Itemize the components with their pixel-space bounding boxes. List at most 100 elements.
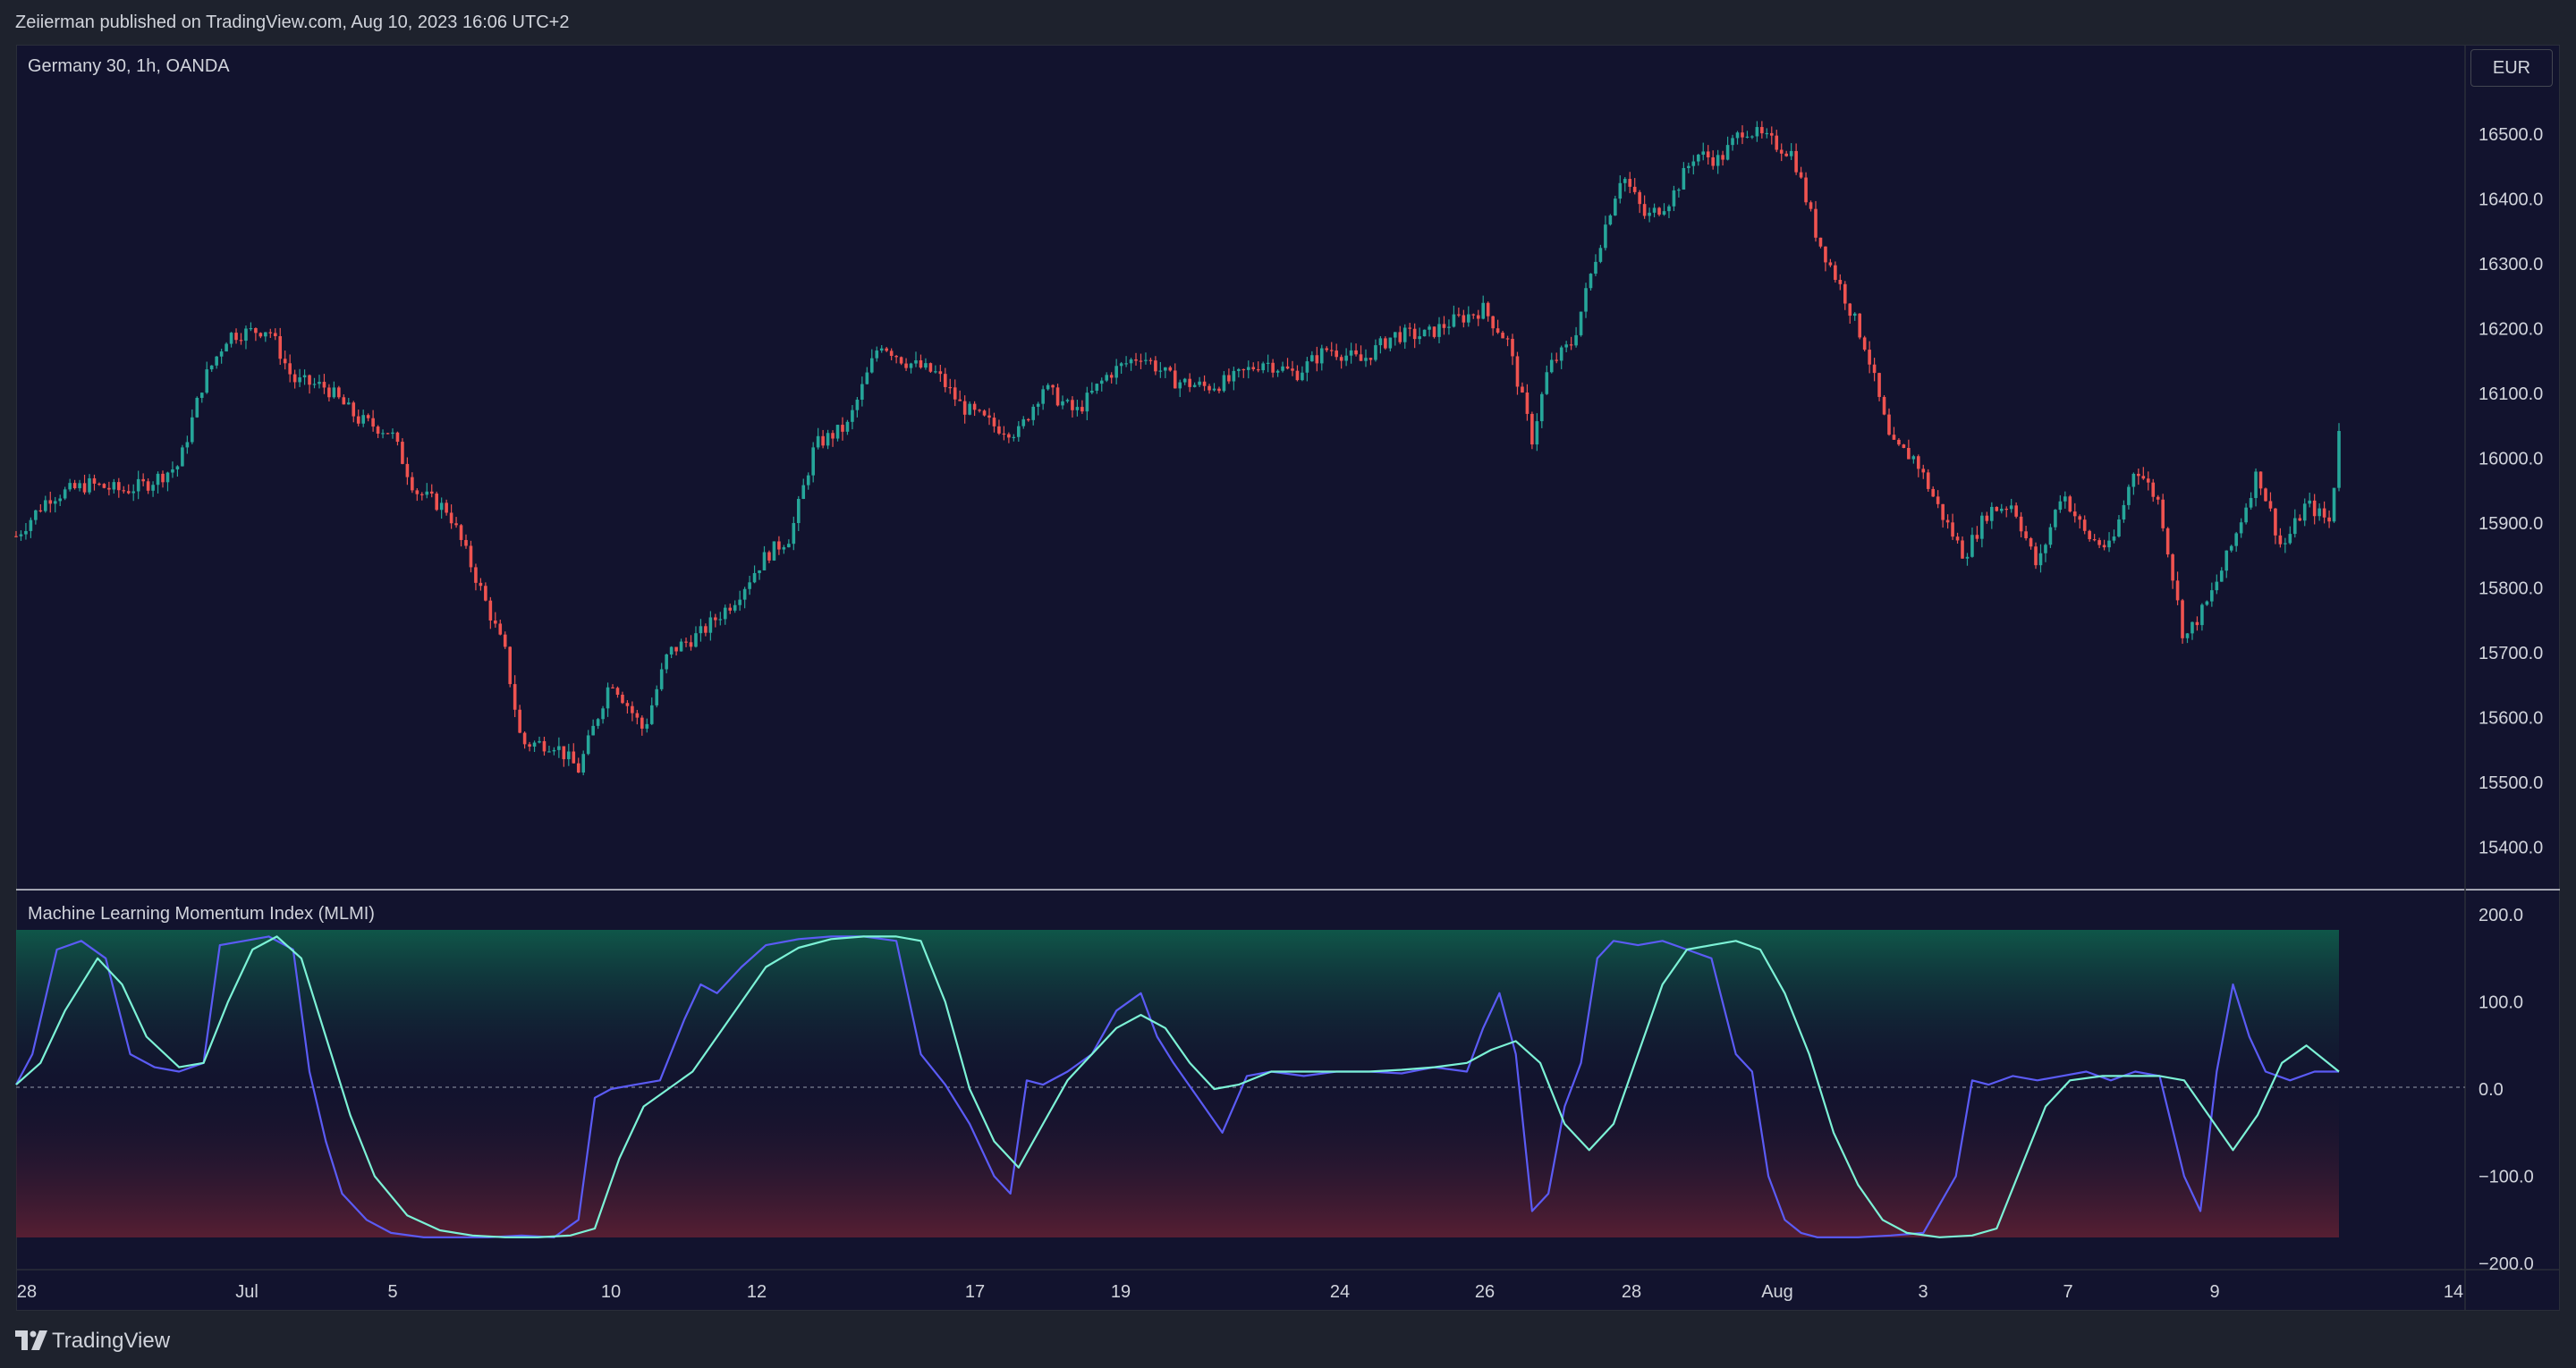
candle-body xyxy=(318,382,321,384)
candle-body xyxy=(1017,426,1021,437)
candle-body xyxy=(1202,381,1207,386)
candle-body xyxy=(2165,528,2170,555)
candle-body xyxy=(714,617,717,621)
tradingview-logo-icon[interactable] xyxy=(15,1330,47,1350)
candle-body xyxy=(2284,543,2287,545)
candle-body xyxy=(1432,326,1436,337)
candle-body xyxy=(107,487,111,490)
time-axis[interactable]: 28 Jul 5 10 12 17 19 24 26 28 Aug 3 7 9 14 xyxy=(17,1282,2463,1302)
candle-body xyxy=(1075,407,1080,410)
candle-body xyxy=(1911,456,1916,460)
candle-body xyxy=(1212,388,1216,391)
candle-body xyxy=(1129,359,1133,364)
candle-body xyxy=(1931,488,1936,497)
indicator-title[interactable]: Machine Learning Momentum Index (MLMI) xyxy=(28,904,375,924)
candle-body xyxy=(494,620,497,624)
candle-body xyxy=(1877,373,1881,397)
candle-body xyxy=(273,333,277,336)
candle-body xyxy=(845,421,850,432)
candle-body xyxy=(308,375,311,385)
candle-body xyxy=(855,400,860,410)
candle-body xyxy=(1628,179,1632,187)
candle-body xyxy=(386,433,390,435)
candle-body xyxy=(904,363,908,368)
candle-body xyxy=(2308,500,2311,504)
candle-body xyxy=(875,350,879,359)
candle-body xyxy=(1549,359,1554,373)
candle-body xyxy=(1012,436,1016,438)
symbol-label[interactable]: Germany 30, 1h, OANDA xyxy=(28,56,230,76)
candle-body xyxy=(1594,261,1597,274)
candle-body xyxy=(24,530,28,535)
candle-body xyxy=(522,732,527,745)
candle-body xyxy=(679,641,683,652)
candle-body xyxy=(1828,262,1833,266)
candle-body xyxy=(2004,508,2009,511)
candle-body xyxy=(1540,393,1544,422)
time-tick-label: 5 xyxy=(387,1282,397,1302)
candle-body xyxy=(199,393,204,398)
candle-body xyxy=(869,358,874,373)
candle-body xyxy=(2058,501,2063,511)
candle-body xyxy=(1085,393,1089,412)
candle-body xyxy=(718,619,723,621)
candle-body xyxy=(1378,338,1383,346)
brand-name[interactable]: TradingView xyxy=(52,1329,171,1353)
candle-body xyxy=(2034,546,2038,566)
candle-body xyxy=(2107,540,2111,548)
candle-body xyxy=(2127,486,2131,505)
candle-body xyxy=(1144,359,1148,361)
candle-body xyxy=(865,372,869,384)
candle-body xyxy=(1188,378,1191,387)
candle-body xyxy=(1995,506,1999,511)
candle-body xyxy=(972,403,977,410)
candlestick-series xyxy=(14,121,2341,776)
candle-body xyxy=(1608,215,1613,225)
candle-body xyxy=(161,473,165,483)
candle-body xyxy=(1618,182,1623,199)
candle-body xyxy=(1999,508,2004,511)
candle-body xyxy=(1384,338,1387,349)
candle-body xyxy=(1261,363,1265,371)
candle-body xyxy=(1412,328,1417,340)
candle-body xyxy=(1319,348,1324,364)
candle-body xyxy=(1051,384,1055,388)
candle-body xyxy=(1310,355,1314,362)
candle-body xyxy=(1818,237,1823,247)
candle-body xyxy=(34,510,38,520)
candle-body xyxy=(2185,633,2190,638)
candle-body xyxy=(352,402,356,417)
price-tick-label: 15600.0 xyxy=(2479,709,2543,729)
candle-body xyxy=(1344,355,1348,361)
candle-body xyxy=(459,525,463,540)
candle-body xyxy=(1750,136,1754,138)
time-tick-label: Aug xyxy=(1761,1282,1793,1302)
candle-body xyxy=(567,751,571,760)
candle-body xyxy=(1491,316,1495,329)
candle-body xyxy=(63,489,67,499)
candle-body xyxy=(1657,207,1661,215)
candle-body xyxy=(2210,590,2214,602)
price-axis[interactable]: 16500.0 16400.0 16300.0 16200.0 16100.0 16000… xyxy=(2479,125,2543,858)
candle-body xyxy=(1990,506,1994,521)
candle-body xyxy=(1071,400,1074,410)
candle-body xyxy=(225,343,228,352)
candle-body xyxy=(640,717,644,729)
candle-body xyxy=(1951,522,1954,537)
candle-body xyxy=(1711,156,1715,166)
candle-body xyxy=(29,519,33,531)
currency-button[interactable]: EUR xyxy=(2470,49,2553,87)
candle-body xyxy=(1814,208,1818,238)
candle-body xyxy=(1672,190,1676,207)
candle-body xyxy=(429,491,434,494)
candle-body xyxy=(215,356,218,366)
candle-body xyxy=(513,684,517,710)
candle-body xyxy=(1148,359,1153,361)
candle-body xyxy=(2024,531,2028,539)
mlmi-axis[interactable]: 200.0 100.0 0.0 −100.0 −200.0 xyxy=(2479,906,2534,1274)
candle-body xyxy=(371,418,375,427)
candle-body xyxy=(1584,288,1588,312)
candle-body xyxy=(2092,539,2097,541)
candle-body xyxy=(777,541,781,550)
